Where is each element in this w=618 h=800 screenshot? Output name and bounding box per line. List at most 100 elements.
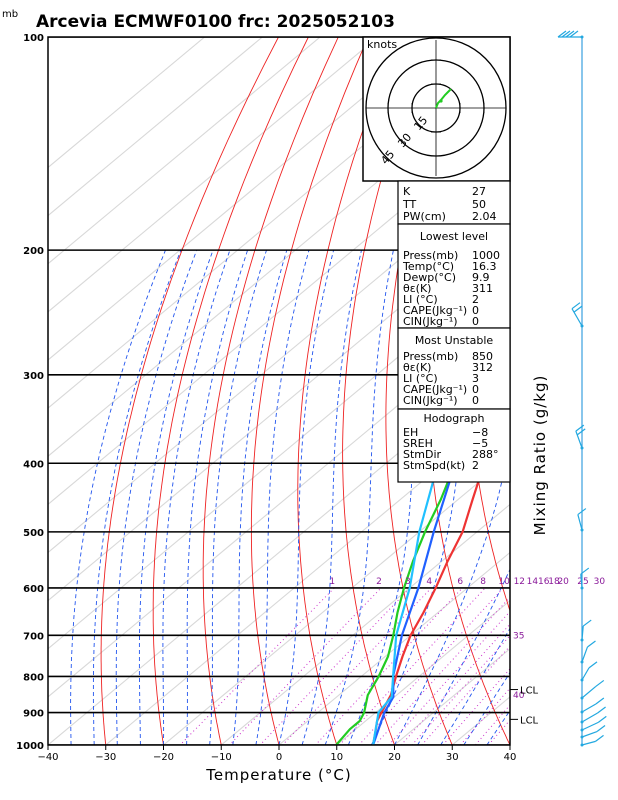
x-axis-label: Temperature (°C) — [205, 766, 351, 784]
wind-barb-feather — [595, 697, 605, 705]
most-unstable-title: Most Unstable — [415, 334, 494, 347]
pressure-tick-label: 800 — [23, 672, 44, 683]
isotherm-lines — [48, 37, 510, 745]
wind-barb-feather — [597, 715, 607, 723]
hodo-row-label: StmDir — [403, 448, 442, 461]
wind-barb-feather — [577, 508, 587, 516]
pressure-tick-label: 700 — [23, 631, 44, 642]
temperature-tick-label: −30 — [95, 752, 116, 763]
wind-barb-shaft — [581, 626, 584, 641]
isotherm — [278, 551, 510, 745]
dry-adiabat — [583, 37, 618, 760]
wind-barb-shaft — [581, 712, 598, 723]
mixing-ratio-label: 30 — [594, 577, 606, 587]
background-lines — [48, 37, 618, 760]
mixing-ratio-line — [459, 687, 510, 745]
wind-barb-feather — [569, 30, 579, 38]
wind-barb-base — [580, 638, 584, 642]
pw-label: PW(cm) — [403, 210, 446, 223]
lowest-row-label: CIN(Jkg⁻¹) — [403, 315, 458, 328]
wind-barb-base — [580, 586, 584, 590]
isotherm — [220, 503, 510, 745]
hodo-storm-motion — [439, 99, 443, 103]
wind-barb-base — [580, 728, 584, 732]
wind-barb-feather — [587, 640, 596, 648]
mixing-ratio-label: 1 — [329, 577, 335, 587]
isotherm — [48, 263, 510, 650]
profile-line-0 — [372, 350, 510, 745]
pressure-tick-label: 1000 — [16, 741, 44, 752]
lowest-row-label: CAPE(Jkg⁻¹) — [403, 304, 467, 317]
moist-adiabat — [324, 250, 394, 745]
hodo-row-label: StmSpd(kt) — [403, 459, 465, 472]
lowest-row-value: 0 — [472, 315, 479, 328]
mixing-ratio-line — [374, 596, 510, 745]
lowest-row-value: 311 — [472, 282, 493, 295]
wind-barb-feather — [595, 679, 605, 687]
mixing-ratio-label: 25 — [577, 577, 588, 587]
mixing-ratio-label: 20 — [557, 577, 569, 587]
wind-barb-base — [580, 743, 584, 747]
mixing-ratio-label: 8 — [480, 577, 486, 587]
unstable-row-value: 312 — [472, 361, 493, 374]
isotherm — [48, 37, 206, 169]
mixing-ratio-label: 2 — [376, 577, 382, 587]
wind-barb-feather — [561, 30, 571, 38]
lowest-level-rows: Press(mb) 1000 Temp(°C) 16.3 Dewp(°C) 9.9 θε(K… — [402, 249, 500, 328]
unstable-row-value: 0 — [472, 394, 479, 407]
wind-barb-shaft — [581, 721, 599, 731]
wind-barb-base — [580, 324, 584, 328]
lcl-markers: LCL LCL — [510, 686, 539, 726]
moist-adiabat — [440, 627, 510, 745]
mixing-ratio-line — [421, 645, 510, 745]
hodo-trace — [435, 88, 452, 109]
pressure-tick-label: 400 — [23, 459, 44, 470]
dry-adiabat — [507, 246, 510, 385]
mixing-ratio-label: 40 — [513, 691, 525, 701]
moist-adiabat — [138, 249, 214, 745]
hodograph-rows: EH −8 SREH −5 StmDir 288° StmSpd(kt) 2 — [403, 426, 499, 472]
lowest-row-value: 2 — [472, 293, 479, 306]
pressure-tick-labels: 100 200 300 400 500 600 700 800 900 1000 — [16, 33, 44, 752]
hodo-row-value: 2 — [472, 459, 479, 472]
tt-value: 50 — [472, 198, 486, 211]
wind-barb-shaft — [581, 740, 596, 746]
isotherm — [48, 311, 510, 698]
isotherm — [48, 118, 510, 506]
temperature-tick-label: 10 — [330, 752, 343, 763]
pressure-tick-label: 300 — [23, 371, 44, 382]
hodo-row-value: −8 — [472, 426, 488, 439]
wind-barb-feather — [557, 30, 567, 38]
unstable-row-label: θε(K) — [403, 361, 431, 374]
wind-barb-base — [580, 446, 584, 450]
wind-barb-shaft — [581, 730, 598, 738]
lowest-row-value: 16.3 — [472, 260, 497, 273]
hodo-row-label: SREH — [403, 437, 433, 450]
pw-value: 2.04 — [472, 210, 497, 223]
unstable-row-label: CIN(Jkg⁻¹) — [403, 394, 458, 407]
mixing-ratio-label: 18 — [548, 577, 560, 587]
wind-barb-base — [580, 528, 584, 532]
lowest-row-label: Dewp(°C) — [403, 271, 456, 284]
temperature-tick-labels: −40 −30 −20 −10 0 10 20 30 40 — [37, 745, 516, 763]
lowest-row-value: 1000 — [472, 249, 500, 262]
k-value: 27 — [472, 185, 486, 198]
mixing-ratio-label: 16 — [538, 577, 550, 587]
wind-barb-shaft — [581, 685, 597, 699]
indices-table: K 27 TT 50 PW(cm) 2.04 Lowest level Pres… — [397, 180, 511, 483]
moist-adiabat — [509, 744, 510, 745]
wind-barb-base — [580, 710, 584, 714]
wind-barbs — [557, 30, 607, 747]
isotherm — [48, 37, 321, 265]
pressure-tick-label: 600 — [23, 584, 44, 595]
lowest-row-value: 0 — [472, 304, 479, 317]
dry-adiabat — [202, 37, 339, 745]
wind-barb-column — [557, 30, 607, 747]
unstable-row-value: 850 — [472, 350, 493, 363]
mixing-ratio-label: 12 — [514, 577, 525, 587]
k-label: K — [403, 185, 411, 198]
wind-barb-feather — [580, 567, 590, 575]
temperature-tick-label: 20 — [388, 752, 401, 763]
wind-barb-feather — [565, 30, 575, 38]
